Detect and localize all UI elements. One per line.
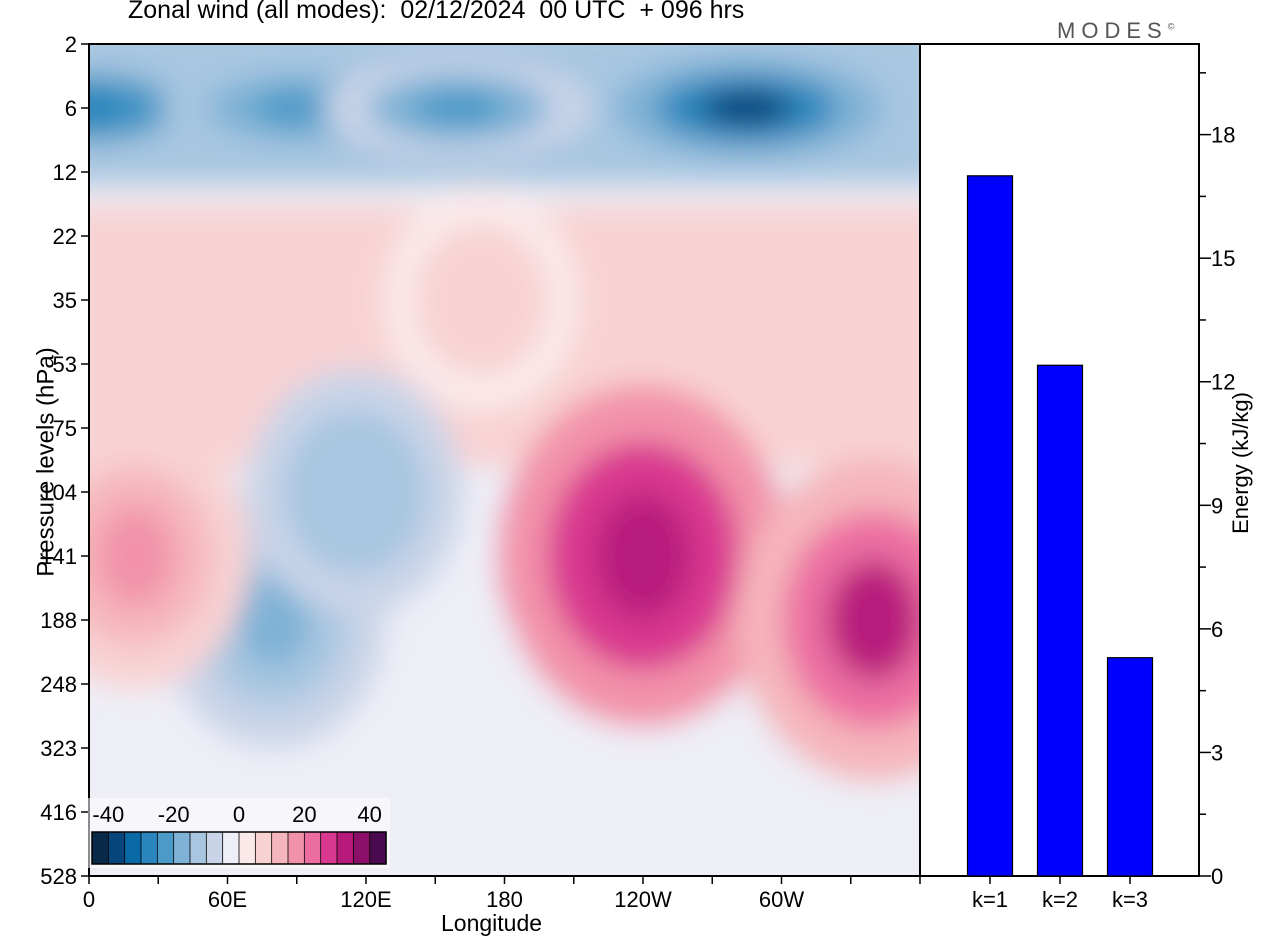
heatmap-feature-core bbox=[828, 560, 920, 680]
y-tick-label: 12 bbox=[53, 160, 77, 185]
y-tick-label: 188 bbox=[40, 608, 77, 633]
colorbar-tick-label: 0 bbox=[233, 802, 245, 827]
colorbar-swatch bbox=[190, 832, 207, 864]
y-tick-label: 53 bbox=[53, 352, 77, 377]
y-tick-label: 416 bbox=[40, 800, 77, 825]
heatmap-feature-core bbox=[96, 507, 174, 605]
x-tick-label: 0 bbox=[83, 887, 95, 912]
colorbar-swatch bbox=[206, 832, 224, 864]
y-tick-label: 323 bbox=[40, 736, 77, 761]
energy-tick-label: 15 bbox=[1211, 246, 1235, 271]
colorbar-frame bbox=[91, 831, 387, 865]
colorbar-swatch bbox=[255, 832, 273, 864]
y-tick-label: 6 bbox=[65, 96, 77, 121]
colorbar-swatch bbox=[320, 832, 338, 864]
y-tick-label: 528 bbox=[40, 864, 77, 889]
y-tick-label: 141 bbox=[40, 544, 77, 569]
colorbar-swatch bbox=[108, 832, 126, 864]
heatmap-feature-core bbox=[701, 89, 792, 127]
x-tick-label: 60W bbox=[759, 887, 804, 912]
bar-category-label: k=1 bbox=[972, 887, 1008, 912]
energy-bar bbox=[1106, 657, 1154, 877]
heatmap-feature-core bbox=[236, 572, 311, 668]
energy-bar bbox=[1036, 364, 1084, 877]
colorbar-swatch bbox=[157, 832, 175, 864]
colorbar-swatch bbox=[271, 832, 289, 864]
y-axis-label: Pressure levels (hPa) bbox=[32, 347, 60, 577]
heatmap-feature-core bbox=[448, 259, 515, 341]
energy-tick-label: 0 bbox=[1211, 864, 1223, 889]
energy-bars: k=1 k=2 k=3 bbox=[966, 175, 1154, 912]
x-axis-label: Longitude bbox=[441, 910, 543, 936]
x-tick-label: 60E bbox=[208, 887, 247, 912]
colorbar-swatch bbox=[141, 832, 158, 864]
zonal-wind-heatmap bbox=[89, 44, 920, 876]
energy-tick-label: 12 bbox=[1211, 370, 1235, 395]
x-tick-label: 180 bbox=[486, 887, 523, 912]
heatmap-feature-core bbox=[413, 89, 504, 127]
energy-tick-label: 18 bbox=[1211, 123, 1235, 148]
y-tick-label: 22 bbox=[53, 224, 77, 249]
bar-category-label: k=3 bbox=[1112, 887, 1148, 912]
energy-tick-label: 9 bbox=[1211, 493, 1223, 518]
colorbar: -40 -20 0 20 40 bbox=[88, 798, 390, 868]
heatmap-feature-core bbox=[595, 493, 691, 619]
heatmap-feature-core bbox=[318, 446, 391, 538]
chart-title: Zonal wind (all modes): 02/12/2024 00 UT… bbox=[128, 0, 745, 24]
y-tick-label: 35 bbox=[53, 288, 77, 313]
y-tick-label: 2 bbox=[65, 32, 77, 57]
colorbar-swatch bbox=[222, 832, 240, 864]
x-tick-label: 120E bbox=[340, 887, 391, 912]
colorbar-tick-label: -20 bbox=[158, 802, 190, 827]
colorbar-swatch bbox=[288, 832, 305, 864]
colorbar-tick-label: 20 bbox=[292, 802, 316, 827]
heatmap-feature-core bbox=[89, 89, 134, 127]
colorbar-tick-label: 40 bbox=[357, 802, 381, 827]
y-tick-label: 248 bbox=[40, 672, 77, 697]
modes-logo: MODES© bbox=[1057, 18, 1175, 43]
energy-bar bbox=[966, 175, 1014, 877]
colorbar-swatch bbox=[173, 832, 191, 864]
energy-tick-label: 6 bbox=[1211, 617, 1223, 642]
energy-axis-label: Energy (kJ/kg) bbox=[1227, 392, 1253, 534]
colorbar-swatch bbox=[124, 832, 142, 864]
heatmap-feature-core bbox=[251, 89, 342, 127]
x-tick-label: 120W bbox=[614, 887, 672, 912]
energy-axis: 0 3 6 9 12 15 18 bbox=[1199, 72, 1235, 889]
energy-tick-label: 3 bbox=[1211, 740, 1223, 765]
colorbar-swatch bbox=[353, 832, 371, 864]
colorbar-tick-label: -40 bbox=[92, 802, 124, 827]
colorbar-swatch bbox=[304, 832, 322, 864]
colorbar-swatch bbox=[92, 832, 109, 864]
colorbar-swatch bbox=[337, 832, 354, 864]
y-tick-label: 75 bbox=[53, 416, 77, 441]
colorbar-swatch bbox=[239, 832, 256, 864]
y-tick-label: 104 bbox=[40, 480, 77, 505]
colorbar-swatch bbox=[369, 832, 387, 864]
bar-category-label: k=2 bbox=[1042, 887, 1078, 912]
